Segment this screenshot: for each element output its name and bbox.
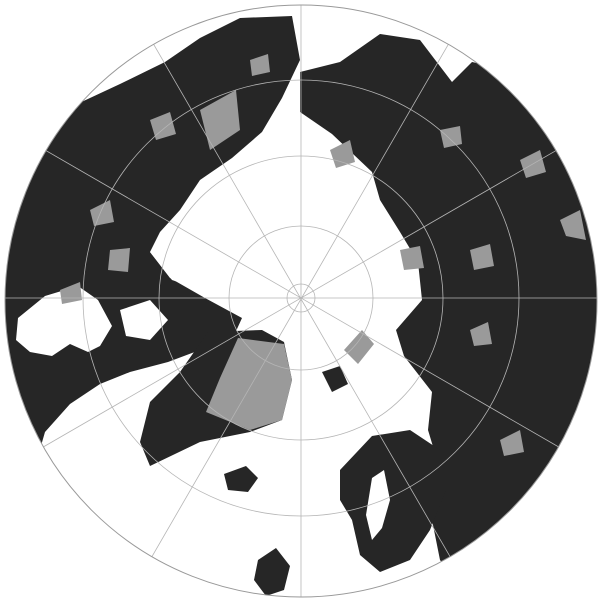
landmasses (5, 16, 597, 597)
meridian (127, 5, 475, 597)
meridian (5, 123, 597, 473)
hudson-bay (16, 286, 112, 356)
iceland (224, 466, 258, 492)
greenland-icecap (206, 338, 292, 430)
british-isles (254, 548, 290, 596)
svalbard (322, 366, 348, 392)
scandinavia (340, 430, 446, 572)
ice-patches (60, 54, 586, 456)
globe-outline (4, 4, 598, 598)
archipelago-channels (120, 236, 230, 340)
baltic (366, 470, 390, 540)
